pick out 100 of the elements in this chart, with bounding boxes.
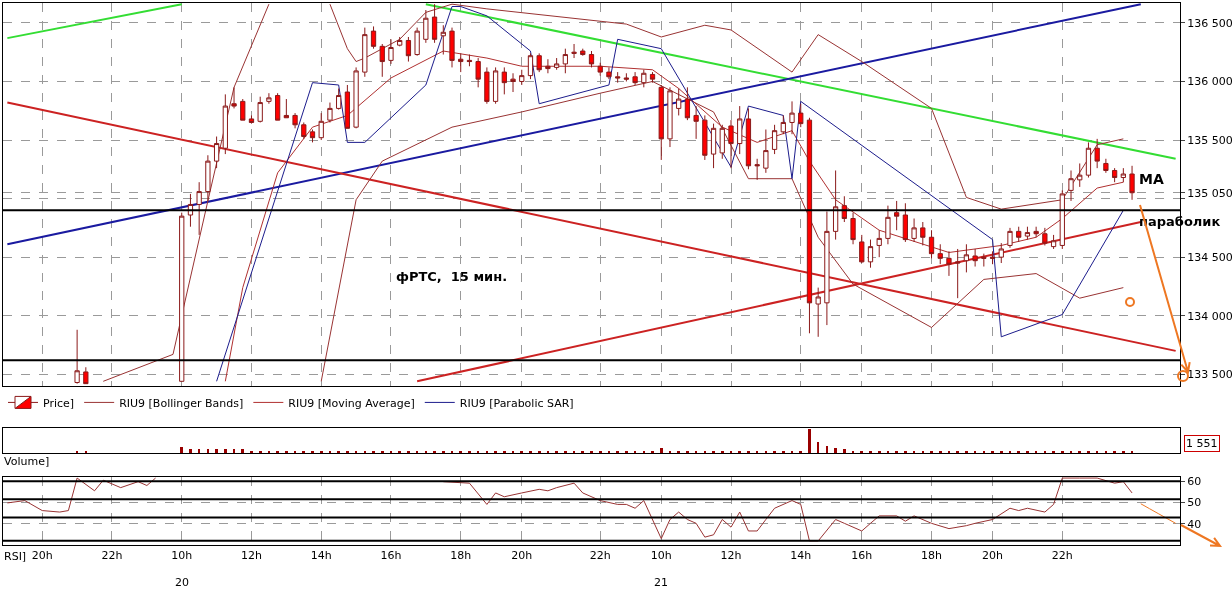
candlestick [1050,234,1057,250]
candlestick [588,50,595,68]
bar [189,449,192,453]
text: Volume] [4,455,50,468]
candlestick [1129,165,1135,201]
candlestick [1033,226,1039,238]
candlestick [798,103,804,128]
legend-label: RIU9 [Parabolic SAR] [459,396,574,410]
y-tick-label: 136 000 [1187,75,1232,89]
candlestick [649,71,656,84]
candlestick [344,84,351,129]
candlestick [388,38,394,65]
x-tick-label: 20h [511,549,533,563]
candlestick [553,57,560,71]
candlestick [370,25,377,50]
x-tick-label: 20h [31,549,53,563]
candlestick [527,52,534,80]
candlestick [1085,141,1092,179]
bar [834,448,837,453]
candlestick [824,210,830,326]
candlestick [937,243,943,265]
candlestick [292,112,298,129]
candlestick [205,154,211,202]
candlestick [1042,227,1048,246]
candlestick [676,88,682,116]
candlestick [222,93,228,155]
candlestick [850,212,856,245]
text: 20 [175,576,189,589]
candlestick [379,43,385,78]
candlestick [928,229,935,259]
candlestick [911,218,917,243]
candlestick [832,169,839,241]
candlestick [920,221,926,246]
candlestick [763,129,769,174]
candlestick [702,114,708,161]
candlestick [902,202,908,243]
candlestick [623,72,630,82]
candlestick [780,114,786,135]
x-tick-label: 22h [101,549,123,563]
candlestick [266,92,272,105]
bar [241,449,245,453]
candlestick [754,158,760,181]
candlestick [859,234,865,264]
candlestick [867,239,874,269]
candlestick [1077,162,1083,188]
bar [215,449,218,453]
candlestick [423,9,429,44]
x-tick-label: 18h [921,549,943,563]
y-tick-label: 40 [1187,517,1202,531]
candlestick [492,66,499,105]
candlestick [231,86,237,109]
x-tick-label: 22h [1051,549,1073,563]
candlestick [213,136,220,169]
candlestick [440,24,446,56]
candlestick [309,129,316,143]
candlestick [946,250,952,277]
candlestick [771,124,778,155]
candlestick [510,72,516,93]
candlestick [1024,226,1031,241]
x-tick-label: 16h [380,549,402,563]
candlestick [615,71,621,84]
line-series [320,80,1124,382]
bar [659,448,663,453]
bar [808,429,811,453]
candlestick [449,27,455,68]
candlestick [257,96,263,123]
x-tick-label: 20h [982,549,1004,563]
x-tick-label: 12h [241,549,262,563]
annotation: MA [1139,171,1164,187]
candlestick [458,52,464,73]
candlestick [562,48,568,74]
candlestick [327,102,333,123]
candlestick [318,112,324,141]
candlestick [963,243,970,273]
text: 1 551 [1186,437,1218,450]
candlestick [536,52,542,73]
candlestick [989,250,996,265]
candlestick [484,66,490,105]
candlestick [83,366,89,385]
candlestick [1068,169,1074,202]
candlestick [545,58,551,74]
candlestick [597,62,603,77]
candlestick [632,71,638,86]
bar [843,449,846,453]
candlestick [667,86,673,148]
candlestick [693,105,699,140]
candlestick [431,3,438,44]
candlestick [1120,167,1126,183]
candlestick [806,117,813,334]
candlestick [745,107,752,170]
candlestick [719,124,725,160]
candlestick [248,114,255,125]
candlestick [1103,158,1109,174]
candlestick [658,84,664,161]
candlestick [283,98,289,119]
candlestick [414,27,420,57]
candlestick [1059,189,1065,250]
candlestick [684,86,691,121]
x-tick-label: 10h [650,549,672,563]
candlestick [74,329,80,385]
